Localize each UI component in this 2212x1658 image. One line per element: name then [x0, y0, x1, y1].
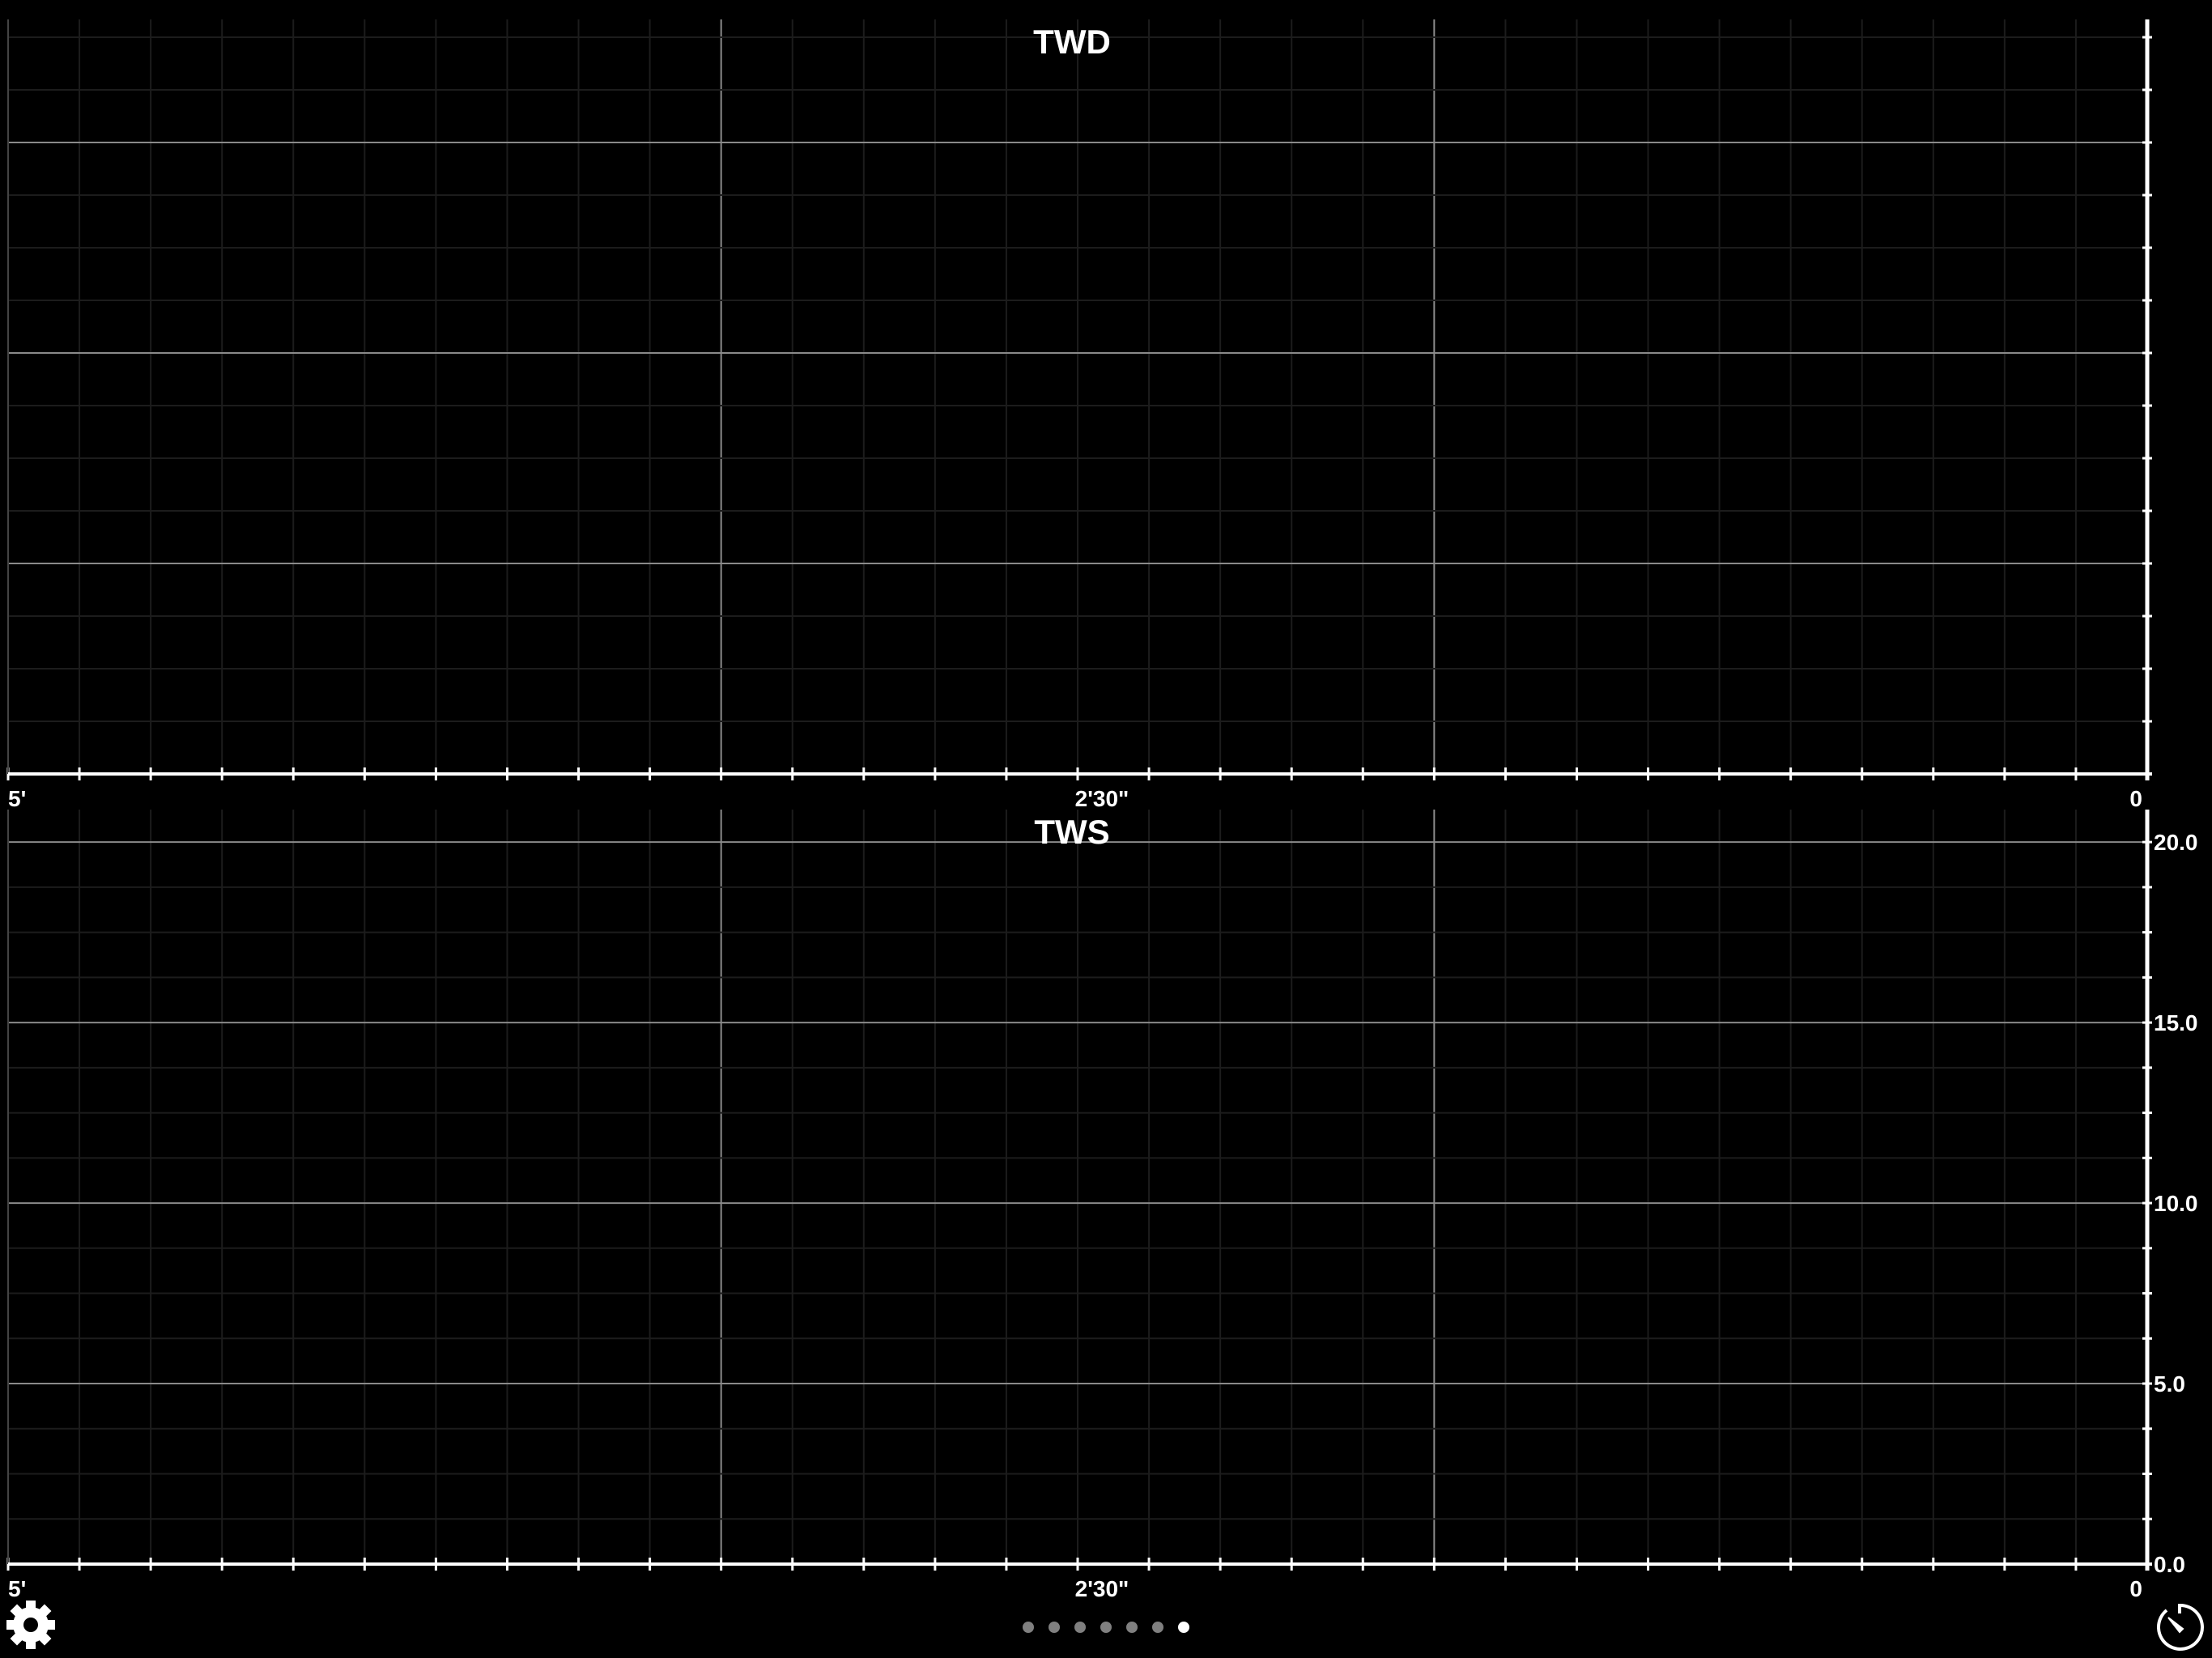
page-dot[interactable]: [1074, 1622, 1086, 1633]
twd-chart: TWD 5' 2'30" 0: [6, 19, 2152, 811]
page-dot[interactable]: [1126, 1622, 1138, 1633]
y-tick-label: 10.0: [2154, 1191, 2198, 1216]
y-tick-label: 20.0: [2154, 830, 2198, 855]
y-tick-label: 15.0: [2154, 1010, 2198, 1035]
page-dot[interactable]: [1100, 1622, 1112, 1633]
page-indicator[interactable]: [1023, 1622, 1189, 1633]
y-tick-label: 0.0: [2154, 1552, 2185, 1577]
x-tick-label: 2'30": [1075, 1576, 1129, 1601]
x-tick-label: 5': [8, 1576, 26, 1601]
x-tick-label: 5': [8, 786, 26, 811]
page-dot[interactable]: [1049, 1622, 1060, 1633]
gear-icon[interactable]: [6, 1601, 55, 1649]
x-tick-label: 0: [2129, 1576, 2142, 1601]
twd-title: TWD: [1033, 23, 1111, 61]
tws-chart: TWS 0.0 5.0 10.0 15.0 20.0 5' 2'30" 0: [6, 810, 2198, 1601]
y-tick-label: 5.0: [2154, 1371, 2185, 1397]
page-dot[interactable]: [1178, 1622, 1189, 1633]
tws-title: TWS: [1034, 813, 1109, 851]
stopwatch-icon[interactable]: [2157, 1603, 2204, 1651]
x-tick-label: 2'30": [1075, 786, 1129, 811]
page-dot[interactable]: [1023, 1622, 1034, 1633]
x-tick-label: 0: [2129, 786, 2142, 811]
page-dot[interactable]: [1152, 1622, 1163, 1633]
